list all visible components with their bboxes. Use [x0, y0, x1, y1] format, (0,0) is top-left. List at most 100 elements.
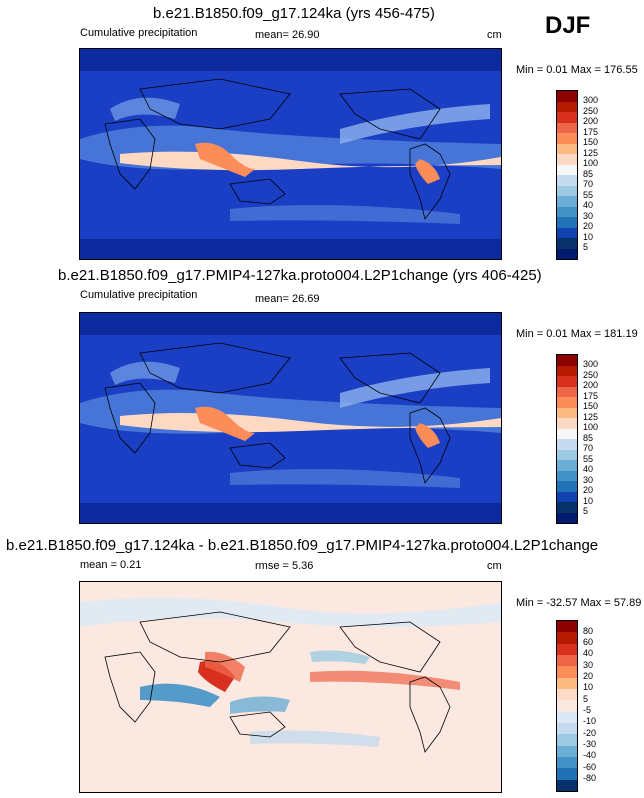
panel2-colorbar-swatch [557, 376, 577, 387]
colorbar-tick: 5 [583, 242, 589, 252]
colorbar-tick: 5 [583, 506, 589, 516]
panel1-colorbar-swatch [557, 175, 577, 186]
panel1-field-label: Cumulative precipitation [80, 27, 198, 39]
panel3-colorbar-swatch [557, 643, 577, 655]
colorbar-tick: 150 [583, 401, 599, 411]
colorbar-tick: 300 [583, 359, 599, 369]
colorbar-tick: 40 [583, 464, 594, 474]
panel1-colorbar-swatch [557, 91, 577, 102]
colorbar-tick: 70 [583, 179, 594, 189]
season-label: DJF [545, 12, 591, 39]
panel1-map-field [80, 49, 501, 259]
colorbar-tick: 55 [583, 453, 594, 464]
colorbar-tick: -5 [583, 704, 592, 715]
colorbar-tick: 10 [583, 231, 594, 242]
panel3-minmax: Min = -32.57 Max = 57.89 [516, 597, 642, 609]
colorbar-tick: 100 [583, 422, 599, 432]
panel3-colorbar-swatch [557, 700, 577, 712]
panel1-colorbar-swatch [557, 154, 577, 165]
panel2-colorbar-swatch [557, 397, 577, 408]
colorbar-tick: 40 [583, 200, 594, 210]
colorbar-tick: 150 [583, 137, 599, 147]
panel1-colorbar-swatch [557, 122, 577, 133]
colorbar-tick: 20 [583, 485, 594, 495]
colorbar-tick: 125 [583, 411, 599, 422]
panel3-map [79, 581, 502, 793]
panel1-colorbar-swatch [557, 143, 577, 154]
panel3-map-field [80, 582, 501, 792]
panel1-mean: mean= 26.90 [255, 29, 320, 41]
panel1-colorbar [556, 90, 578, 260]
panel3-colorbar-swatch [557, 734, 577, 746]
colorbar-tick: -10 [583, 716, 597, 727]
panel1-map [79, 48, 502, 260]
panel3-mean: mean = 0.21 [80, 559, 142, 571]
panel3-colorbar-swatch [557, 677, 577, 689]
panel1-colorbar-swatch [557, 185, 577, 196]
colorbar-tick: 85 [583, 432, 594, 443]
panel2-colorbar-swatch [557, 439, 577, 450]
colorbar-tick: 30 [583, 210, 594, 221]
panel1-units: cm [487, 29, 502, 41]
panel1-colorbar-swatch [557, 217, 577, 228]
panel1-colorbar-swatch [557, 196, 577, 207]
panel2-colorbar-swatch [557, 470, 577, 481]
colorbar-tick: 300 [583, 95, 599, 105]
panel3-colorbar [556, 620, 578, 792]
panel3-colorbar-swatch [557, 632, 577, 644]
panel3-colorbar-swatch [557, 779, 577, 791]
colorbar-tick: -30 [583, 738, 597, 749]
panel1-minmax: Min = 0.01 Max = 176.55 [516, 64, 638, 76]
colorbar-tick: 175 [583, 126, 599, 137]
colorbar-tick: 250 [583, 369, 599, 380]
panel2-colorbar-swatch [557, 481, 577, 492]
panel1-colorbar-swatch [557, 112, 577, 123]
panel2-colorbar-swatch [557, 407, 577, 418]
panel2-map [79, 312, 502, 524]
panel3-colorbar-swatch [557, 745, 577, 757]
colorbar-tick: 55 [583, 189, 594, 200]
panel1-colorbar-swatch [557, 164, 577, 175]
panel3-colorbar-swatch [557, 756, 577, 769]
panel2-colorbar-swatch [557, 512, 577, 523]
colorbar-tick: 80 [583, 625, 594, 636]
colorbar-tick: -20 [583, 727, 597, 738]
colorbar-tick: 70 [583, 443, 594, 453]
colorbar-tick: 60 [583, 636, 594, 647]
panel3-colorbar-swatch [557, 666, 577, 678]
panel2-colorbar-swatch [557, 502, 577, 513]
colorbar-tick: 5 [583, 693, 589, 704]
panel2-colorbar-swatch [557, 491, 577, 502]
panel1-colorbar-swatch [557, 248, 577, 259]
panel1-colorbar-swatch [557, 133, 577, 144]
panel3-colorbar-swatch [557, 768, 577, 780]
colorbar-tick: 30 [583, 659, 594, 670]
colorbar-tick: 175 [583, 390, 599, 401]
panel3-rmse: rmse = 5.36 [255, 560, 314, 572]
panel1-colorbar-swatch [557, 206, 577, 217]
panel3-colorbar-swatch [557, 722, 577, 735]
colorbar-tick: 20 [583, 221, 594, 231]
panel2-mean: mean= 26.69 [255, 293, 320, 305]
panel1-colorbar-swatch [557, 227, 577, 238]
panel1-colorbar-swatch [557, 101, 577, 112]
panel2-title: b.e21.B1850.f09_g17.PMIP4-127ka.proto004… [58, 267, 542, 284]
panel2-colorbar-swatch [557, 449, 577, 460]
panel2-colorbar-swatch [557, 460, 577, 471]
colorbar-tick: 250 [583, 105, 599, 116]
panel2-colorbar-swatch [557, 418, 577, 429]
panel2-map-field [80, 313, 501, 523]
panel3-colorbar-swatch [557, 654, 577, 667]
panel2-field-label: Cumulative precipitation [80, 289, 198, 301]
panel3-units: cm [487, 560, 502, 572]
colorbar-tick: 10 [583, 495, 594, 506]
panel3-title: b.e21.B1850.f09_g17.124ka - b.e21.B1850.… [6, 537, 599, 554]
colorbar-tick: 85 [583, 168, 594, 179]
panel3-colorbar-swatch [557, 621, 577, 633]
panel2-colorbar-swatch [557, 365, 577, 376]
colorbar-tick: -40 [583, 750, 597, 761]
colorbar-tick: 200 [583, 116, 599, 126]
colorbar-tick: -60 [583, 761, 597, 772]
colorbar-tick: -80 [583, 772, 597, 783]
colorbar-tick: 10 [583, 682, 594, 693]
